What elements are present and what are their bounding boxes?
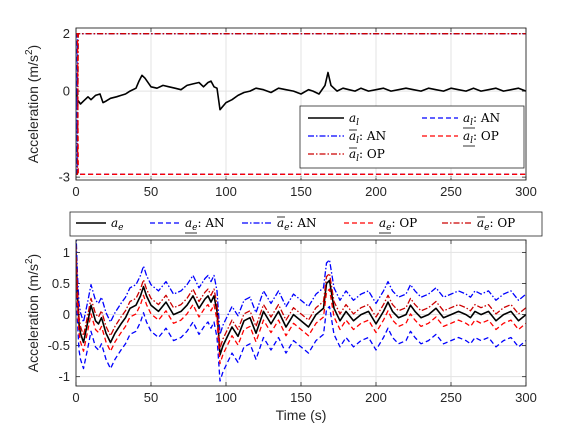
legend-subscript: l: [470, 136, 473, 146]
x-tick-label: 300: [515, 390, 537, 405]
legend-suffix: : OP: [359, 147, 385, 161]
legend-symbol: a: [349, 129, 356, 143]
legend-subscript: e: [386, 223, 391, 233]
x-tick-label: 150: [290, 390, 312, 405]
bottom-chart-panel: 0 50 100 150 200 250 300 -1 -0.5 0 0.5 1 Acceleratio…: [24, 211, 543, 423]
y-axis-label-main: Acceleration (m/s: [25, 264, 41, 372]
legend-suffix: : OP: [473, 129, 499, 143]
legend-suffix: : AN: [289, 216, 316, 230]
legend-symbol: a: [349, 147, 356, 161]
legend-label: al: AN: [463, 111, 500, 128]
legend-entry: ae: AN: [150, 216, 225, 234]
y-axis-label: Acceleration (m/s2): [24, 254, 41, 372]
x-tick-label: 250: [440, 390, 462, 405]
series-line-4: [76, 245, 526, 349]
legend-subscript: e: [192, 223, 197, 233]
legend-label: ae: AN: [185, 216, 225, 233]
x-tick-label: 0: [72, 184, 79, 199]
legend-box: [299, 105, 525, 169]
legend-entry: ae: OP: [442, 216, 515, 233]
y-tick-label: 2: [63, 26, 70, 41]
legend-entry: al: OP: [422, 129, 499, 147]
x-axis-label: Time (s): [276, 407, 327, 423]
series-group: [76, 240, 526, 382]
y-axis-label-sup: 2: [24, 49, 35, 55]
legend-entry: ae: [76, 216, 123, 233]
series-line-2: [76, 240, 526, 336]
legend-suffix: : AN: [359, 129, 386, 143]
series-line-4: [76, 33, 526, 175]
y-axis-label-tail: ): [25, 254, 41, 259]
legend-subscript: l: [356, 118, 359, 128]
y-axis-label: Acceleration (m/s2): [24, 45, 41, 163]
legend-label: al: [349, 111, 359, 128]
legend-symbol: a: [111, 216, 118, 230]
legend-subscript: e: [118, 223, 123, 233]
series-line-0: [76, 252, 526, 356]
y-tick-label: 1: [63, 245, 70, 260]
legend-suffix: : AN: [197, 216, 224, 230]
series-line-3: [76, 261, 526, 365]
series-line-0: [76, 71, 526, 111]
y-axis-label-sup: 2: [24, 258, 35, 264]
legend-symbol: a: [277, 216, 284, 230]
legend-label: al: OP: [349, 147, 385, 164]
y-tick-label: 0: [63, 84, 70, 99]
legend-box: [69, 211, 543, 237]
legend-label: al: OP: [463, 129, 499, 146]
legend-symbol: a: [463, 111, 470, 125]
x-tick-label: 300: [515, 184, 537, 199]
legend-entry: al: AN: [422, 111, 500, 129]
axes-box: [75, 27, 527, 181]
legend-subscript: l: [356, 136, 359, 146]
y-tick-label: 0.5: [52, 276, 70, 291]
axes-box: [75, 239, 527, 387]
x-tick-label: 100: [215, 184, 237, 199]
x-tick-label: 200: [365, 184, 387, 199]
x-tick-label: 100: [215, 390, 237, 405]
legend-suffix: : OP: [489, 216, 515, 230]
legend-entry: ae: OP: [344, 216, 417, 234]
y-tick-label: 0: [63, 307, 70, 322]
legend-symbol: a: [463, 129, 470, 143]
legend: ae ae: AN ae: AN ae: OP ae: OP: [69, 211, 543, 237]
x-tick-label: 50: [144, 390, 158, 405]
legend-subscript: l: [356, 154, 359, 164]
y-tick-label: -0.5: [48, 338, 70, 353]
legend-symbol: a: [349, 111, 356, 125]
legend-symbol: a: [185, 216, 192, 230]
x-tick-label: 50: [144, 184, 158, 199]
legend-label: ae: OP: [379, 216, 417, 233]
legend-entry: al: [308, 111, 359, 128]
legend-subscript: l: [470, 118, 473, 128]
legend-suffix: : OP: [391, 216, 417, 230]
legend-label: ae: [111, 216, 123, 233]
x-tick-label: 250: [440, 184, 462, 199]
y-tick-label: -1: [58, 369, 70, 384]
legend-symbol: a: [379, 216, 386, 230]
x-tick-label: 0: [72, 390, 79, 405]
legend-entry: ae: AN: [242, 216, 317, 233]
legend-label: ae: OP: [477, 216, 515, 233]
legend-subscript: e: [284, 223, 289, 233]
legend-entry: al: AN: [308, 129, 386, 146]
y-tick-label: -3: [58, 170, 70, 185]
legend-suffix: : AN: [473, 111, 500, 125]
x-tick-label: 200: [365, 390, 387, 405]
legend-symbol: a: [477, 216, 484, 230]
legend-subscript: e: [484, 223, 489, 233]
legend-label: ae: AN: [277, 216, 317, 233]
legend-entry: al: OP: [308, 147, 385, 164]
series-line-1: [76, 278, 526, 382]
y-axis-label-main: Acceleration (m/s: [25, 55, 41, 163]
x-tick-label: 150: [290, 184, 312, 199]
series-line-3: [76, 33, 526, 175]
y-axis-label-tail: ): [25, 45, 41, 50]
legend-label: al: AN: [349, 129, 386, 146]
